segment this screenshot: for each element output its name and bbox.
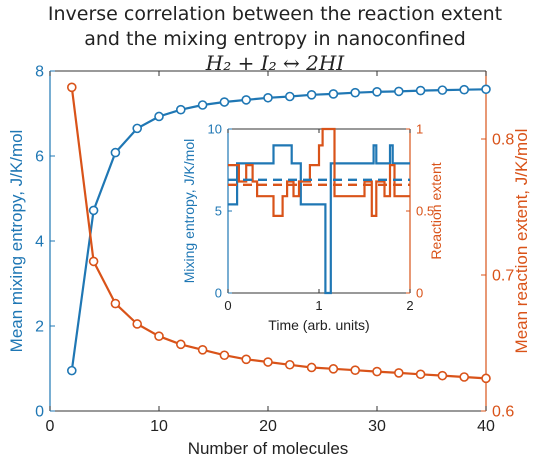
data-point-reaction (393, 368, 404, 378)
inset-x-tick-label: 0 (224, 298, 231, 313)
data-point-reaction (284, 359, 295, 370)
data-point-reaction (110, 298, 121, 309)
data-point-entropy (154, 111, 164, 122)
data-point-reaction (154, 331, 164, 342)
data-point-entropy (88, 205, 99, 216)
data-point-reaction (176, 339, 186, 350)
data-point-entropy (459, 84, 470, 95)
data-point-reaction (263, 357, 273, 367)
inset-y-left-tick-label: 10 (208, 122, 222, 137)
data-point-entropy (284, 91, 295, 102)
data-point-entropy (437, 85, 448, 95)
data-point-reaction (328, 364, 339, 374)
data-point-reaction (241, 354, 251, 365)
inset-y-right-axis-label: Reaction extent (428, 162, 444, 259)
inset-y-left-axis-label: Mixing entropy, J/K/mol (181, 139, 197, 283)
data-point-entropy (372, 87, 382, 97)
data-point-reaction (88, 256, 99, 267)
data-point-reaction (219, 350, 230, 361)
data-point-entropy (197, 100, 208, 110)
y-left-tick-label: 4 (35, 234, 44, 251)
x-tick-label: 10 (150, 418, 168, 435)
x-tick-label: 20 (259, 418, 277, 435)
y-right-tick-label: 0.8 (492, 132, 514, 149)
y-right-tick-label: 0.7 (492, 268, 514, 285)
y-left-tick-label: 6 (35, 149, 44, 166)
data-point-entropy (481, 84, 491, 95)
data-point-reaction (132, 319, 142, 329)
chart-title-line-1: Inverse correlation between the reaction… (47, 3, 503, 25)
data-point-reaction (459, 372, 470, 382)
inset-trace-reaction (228, 127, 410, 217)
data-point-entropy (306, 90, 317, 100)
inset-y-left-tick-label: 0 (215, 286, 222, 301)
y-left-tick-label: 0 (35, 404, 44, 421)
data-point-reaction (415, 369, 426, 380)
data-point-entropy (393, 86, 404, 97)
data-point-reaction (372, 366, 382, 377)
x-tick-label: 0 (46, 418, 55, 435)
data-point-entropy (328, 89, 339, 99)
x-tick-label: 40 (477, 418, 495, 435)
inset-y-left-tick-label: 5 (215, 204, 222, 219)
data-point-reaction (350, 365, 361, 376)
data-point-reaction (481, 373, 491, 384)
data-point-reaction (437, 370, 448, 381)
data-point-entropy (415, 85, 426, 96)
inset-y-right-tick-label: 1 (416, 122, 423, 137)
data-point-entropy (350, 87, 361, 98)
data-point-entropy (263, 92, 273, 103)
inset-y-right-tick-label: 0 (416, 286, 423, 301)
data-point-reaction (197, 344, 208, 355)
x-tick-label: 30 (368, 418, 386, 435)
inset-x-tick-label: 1 (315, 298, 322, 313)
data-point-entropy (67, 365, 77, 376)
data-point-entropy (132, 123, 142, 134)
data-point-reaction (306, 362, 317, 373)
x-axis-label: Number of molecules (188, 439, 349, 458)
y-left-tick-label: 8 (35, 64, 44, 81)
data-point-reaction (67, 82, 77, 93)
inset-y-right-tick-label: 0.5 (416, 204, 434, 219)
inset-x-tick-label: 2 (406, 298, 413, 313)
y-left-tick-label: 2 (35, 319, 44, 336)
data-point-entropy (110, 147, 121, 158)
y-left-axis-label: Mean mixing entropy, J/K/mol (7, 130, 26, 353)
data-point-entropy (219, 97, 230, 107)
y-right-tick-label: 0.6 (492, 404, 514, 421)
chart-title-line-2: and the mixing entropy in nanoconfined (84, 28, 466, 50)
y-right-axis-label: Mean reaction extent, J/K/mol (512, 129, 531, 354)
inset-trace-entropy (228, 144, 410, 295)
data-point-entropy (241, 95, 251, 105)
data-point-entropy (176, 104, 186, 115)
inset-x-axis-label: Time (arb. units) (268, 317, 369, 333)
